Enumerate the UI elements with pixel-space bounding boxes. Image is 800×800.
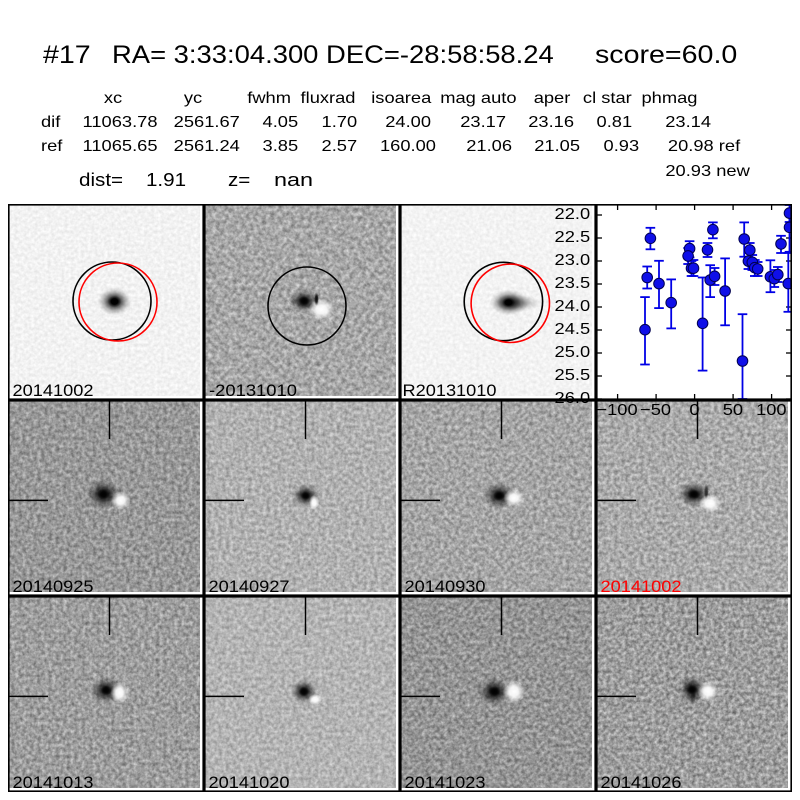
svg-text:20141026: 20141026 xyxy=(601,774,682,792)
svg-text:20141013: 20141013 xyxy=(13,774,94,792)
svg-text:20140930: 20140930 xyxy=(405,578,486,596)
svg-text:20141002: 20141002 xyxy=(601,578,682,596)
svg-text:20141002: 20141002 xyxy=(13,382,94,400)
svg-text:20140925: 20140925 xyxy=(13,578,94,596)
svg-text:-20131010: -20131010 xyxy=(209,382,297,400)
svg-text:R20131010: R20131010 xyxy=(403,382,497,400)
svg-text:20141023: 20141023 xyxy=(405,774,486,792)
svg-text:20140927: 20140927 xyxy=(209,578,290,596)
svg-text:20141020: 20141020 xyxy=(209,774,290,792)
